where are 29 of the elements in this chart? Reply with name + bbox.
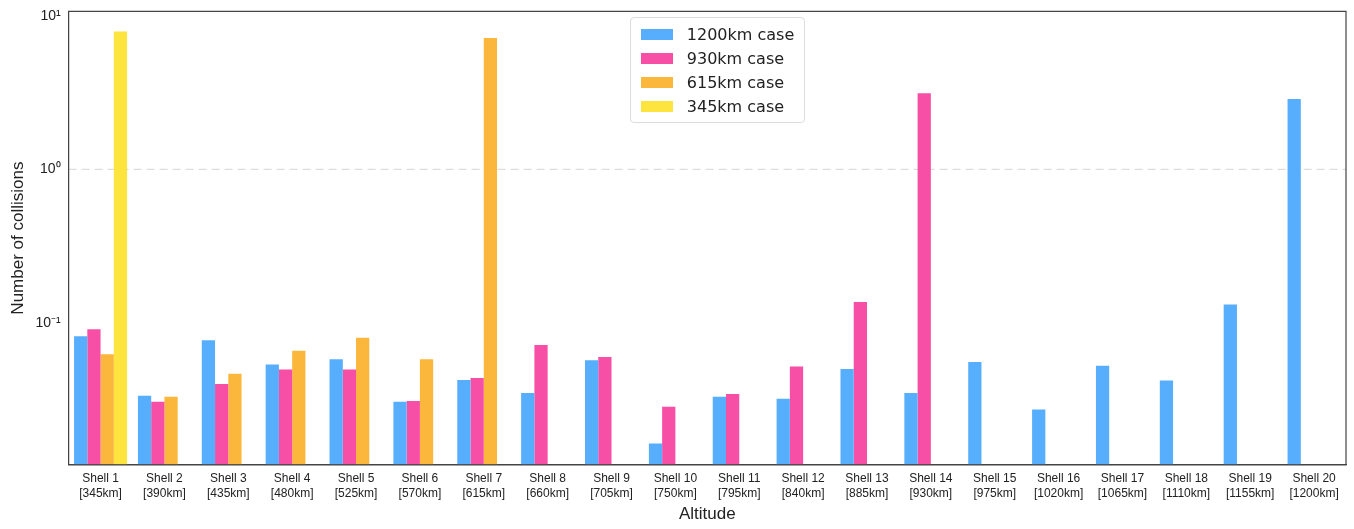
x-tick-label: Shell 15 [975km] [973,471,1017,500]
y-axis-title: Number of collisions [7,161,27,315]
x-tick-label: Shell 9 [705km] [590,471,633,500]
y-tick-label: 10⁰ [40,160,61,177]
x-tick-label: Shell 1 [345km] [79,471,122,500]
x-tick-label: Shell 4 [480km] [270,471,314,500]
x-tick-label: Shell 20 [1200km] [1289,471,1339,500]
x-tick-label: Shell 13 [885km] [845,471,889,500]
x-tick-label: Shell 10 [750km] [653,471,698,500]
legend-label: 930km case [686,48,785,68]
legend-label: 1200km case [686,24,795,44]
x-tick-label: Shell 5 [525km] [334,471,378,500]
x-tick-label: Shell 18 [1110km] [1162,471,1211,500]
x-tick-label: Shell 17 [1065km] [1097,471,1148,500]
legend-label: 345km case [686,96,785,116]
x-axis-title: Altitude [678,504,736,524]
x-tick-label: Shell 19 [1155km] [1225,471,1275,500]
x-tick-label: Shell 6 [570km] [398,471,442,500]
x-tick-label: Shell 12 [840km] [781,471,826,500]
x-tick-label: Shell 8 [660km] [526,471,569,500]
x-tick-label: Shell 2 [390km] [143,471,186,500]
x-tick-label: Shell 11 [795km] [717,471,761,500]
x-tick-label: Shell 7 [615km] [462,471,506,500]
legend-label: 615km case [686,72,785,92]
y-tick-label: 10⁻¹ [35,313,61,330]
x-tick-label: Shell 16 [1020km] [1033,471,1084,500]
x-tick-label: Shell 3 [435km] [206,471,250,500]
y-tick-label: 10¹ [40,6,61,23]
x-tick-label: Shell 14 [930km] [909,471,953,500]
